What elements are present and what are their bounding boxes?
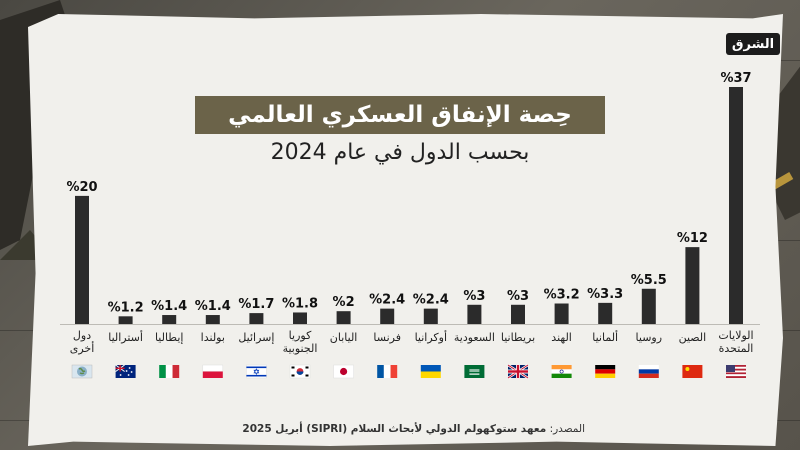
flag-icon-ru — [638, 365, 659, 378]
category-label-in: الهند — [551, 331, 572, 344]
bar-us — [729, 87, 743, 324]
bar-ru — [641, 288, 656, 324]
category-label-it: إيطاليا — [155, 331, 184, 344]
bar-in — [554, 303, 569, 324]
chart-title: حِصة الإنفاق العسكري العالمي — [195, 96, 605, 134]
flag-icon-sa — [464, 365, 485, 378]
category-label-fr: فرنسا — [373, 331, 401, 344]
category-label-jp: اليابان — [330, 331, 358, 344]
flag-icon-pl — [202, 364, 224, 378]
flag-icon-au — [115, 364, 136, 378]
flag-icon-fr — [377, 365, 398, 378]
chart-subtitle: بحسب الدول في عام 2024 — [270, 140, 530, 165]
value-label-cn: %12 — [677, 231, 708, 246]
flag-icon-us — [726, 365, 746, 378]
bar-pl — [205, 315, 220, 324]
bar-sa — [467, 304, 482, 324]
value-label-il: %1.7 — [238, 297, 274, 312]
source-text: معهد ستوكهولم الدولي لأبحاث السلام (SIPR… — [242, 423, 547, 435]
value-label-de: %3.3 — [587, 287, 623, 302]
category-label-ua: أوكرانيا — [415, 330, 447, 344]
value-label-in: %3.2 — [544, 288, 580, 303]
value-label-fr: %2.4 — [369, 293, 405, 308]
category-label-other: دول أخرى — [70, 329, 95, 355]
category-label-ru: روسيا — [636, 331, 663, 344]
value-label-jp: %2 — [333, 295, 355, 310]
source-label: المصدر: — [549, 423, 585, 435]
flag-icon-kr — [289, 364, 311, 379]
value-label-gb: %3 — [507, 289, 529, 304]
value-label-ua: %2.4 — [413, 293, 449, 308]
value-label-au: %1.2 — [108, 300, 144, 315]
flag-icon-gb — [507, 363, 529, 380]
flag-icon-in — [551, 365, 572, 378]
category-label-cn: الصين — [679, 331, 707, 344]
bar-other — [75, 195, 89, 324]
value-label-it: %1.4 — [151, 299, 187, 314]
value-label-us: %37 — [720, 71, 751, 86]
flag-icon-ua — [420, 365, 441, 378]
asharq-logo: الشرق — [726, 33, 780, 55]
value-label-kr: %1.8 — [282, 296, 318, 311]
flag-icon-other — [71, 364, 93, 379]
category-label-il: إسرائيل — [238, 331, 274, 344]
bar-it — [162, 315, 177, 324]
bar-fr — [380, 308, 395, 324]
value-label-ru: %5.5 — [631, 273, 667, 288]
category-label-us: الولايات المتحدة — [718, 329, 753, 355]
category-label-de: ألمانيا — [592, 330, 618, 344]
source-note: المصدر: معهد ستوكهولم الدولي لأبحاث السل… — [242, 423, 585, 439]
flag-icon-il — [246, 364, 267, 379]
bar-il — [249, 313, 264, 324]
flag-icon-cn — [682, 365, 703, 378]
flag-icon-it — [159, 365, 180, 378]
value-label-pl: %1.4 — [195, 299, 231, 314]
bar-kr — [293, 312, 307, 324]
category-label-gb: بريطانيا — [501, 331, 535, 344]
category-label-kr: كوريا الجنوبية — [283, 329, 318, 355]
flag-icon-de — [595, 365, 616, 378]
value-label-other: %20 — [66, 180, 97, 195]
bar-ua — [423, 308, 438, 324]
bar-au — [118, 316, 133, 324]
bar-cn — [685, 247, 700, 324]
category-label-pl: بولندا — [201, 331, 225, 344]
bar-jp — [336, 311, 351, 324]
bar-gb — [511, 304, 525, 324]
bar-de — [598, 302, 613, 324]
flag-icon-jp — [333, 364, 354, 379]
value-label-sa: %3 — [463, 289, 485, 304]
category-label-sa: السعودية — [454, 331, 495, 344]
category-label-au: أستراليا — [108, 330, 143, 344]
